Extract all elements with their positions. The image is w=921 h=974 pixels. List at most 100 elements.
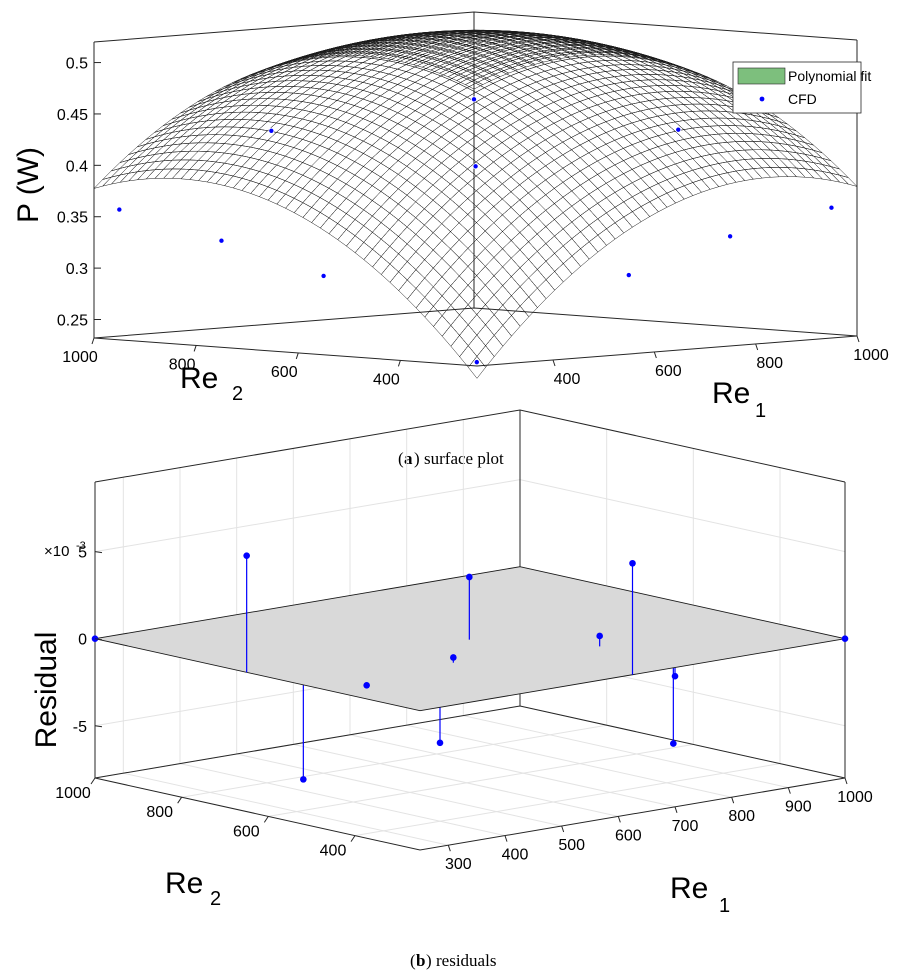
surface-mesh-cell [518, 94, 538, 105]
surface-mesh-cell [433, 276, 452, 297]
surface-mesh-cell [380, 168, 399, 184]
surface-mesh-cell [621, 69, 641, 76]
residual-z-tick-mark [94, 551, 103, 554]
surface-mesh-cell [466, 82, 485, 93]
residual-re2-tick-mark [350, 835, 356, 842]
surface-mesh-cell [465, 32, 484, 36]
surface-mesh-cell [224, 164, 243, 177]
surface-mesh-cell [553, 154, 572, 169]
surface-mesh-cell [535, 78, 555, 88]
surface-mesh-cell [553, 118, 572, 131]
surface-mesh-cell [571, 170, 590, 186]
surface-mesh-cell [441, 198, 460, 216]
surface-mesh-cell [657, 105, 676, 115]
surface-mesh-cell [447, 64, 467, 73]
surface-mesh-cell [718, 161, 737, 174]
surface-mesh-cell [449, 112, 468, 125]
surface-mesh-cell [328, 178, 347, 194]
surface-mesh-cell [292, 86, 312, 95]
surface-re1-tick-label: 400 [554, 371, 581, 388]
surface-mesh-cell [318, 70, 338, 77]
surface-mesh-cell [223, 153, 243, 166]
surface-mesh-cell [440, 118, 460, 131]
surface-mesh-cell [432, 207, 451, 225]
surface-mesh-cell [528, 217, 547, 235]
surface-mesh-cell [163, 168, 182, 179]
surface-mesh-cell [562, 125, 581, 138]
surface-mesh-cell [483, 83, 503, 93]
surface-mesh-cell [388, 92, 407, 103]
surface-mesh-cell [545, 203, 564, 220]
surface-mesh-cell [163, 120, 181, 130]
surface-mesh-cell [528, 250, 547, 270]
surface-mesh-cell [363, 171, 382, 186]
surface-mesh-cell [536, 194, 555, 211]
surface-mesh-cell [571, 184, 590, 201]
surface-mesh-cell [456, 68, 475, 77]
surface-mesh-cell [562, 137, 581, 151]
surface-mesh-cell [232, 177, 252, 191]
residual-re1-tick-mark [844, 777, 848, 785]
polynomial-fit-surface [93, 29, 858, 379]
surface-mesh-cell [441, 304, 460, 326]
surface-mesh-cell [485, 275, 504, 296]
surface-mesh-cell [258, 112, 277, 122]
surface-mesh-cell [215, 152, 234, 164]
surface-mesh-cell [752, 141, 772, 151]
surface-mesh-cell [407, 288, 426, 309]
surface-mesh-cell [527, 73, 546, 83]
surface-mesh-cell [838, 174, 858, 187]
surface-mesh-cell [787, 127, 805, 139]
surface-mesh-cell [415, 208, 434, 226]
surface-mesh-cell [544, 101, 564, 113]
surface-mesh-cell [519, 177, 538, 194]
surface-mesh-cell [345, 125, 364, 138]
surface-mesh-cell [231, 104, 251, 113]
surface-re2-tick-label: 1000 [62, 349, 98, 366]
surface-mesh-cell [648, 91, 667, 100]
surface-mesh-cell [371, 176, 390, 192]
surface-mesh-cell [362, 122, 382, 134]
surface-mesh-cell [423, 80, 442, 90]
surface-mesh-cell [795, 134, 814, 146]
surface-mesh-cell [283, 80, 303, 87]
surface-mesh-cell [467, 334, 486, 357]
surface-mesh-cell [613, 64, 633, 71]
legend-patch-swatch [737, 67, 786, 85]
surface-mesh-cell [700, 110, 720, 119]
surface-mesh-cell [665, 91, 685, 99]
surface-mesh-cell [493, 231, 512, 250]
surface-mesh-cell [466, 112, 486, 125]
surface-mesh-cell [309, 65, 329, 71]
surface-mesh-cell [492, 87, 511, 98]
surface-mesh-cell [145, 168, 165, 180]
surface-mesh-cell [362, 145, 382, 159]
residual-point [629, 559, 636, 567]
surface-mesh-cell [232, 145, 251, 157]
surface-mesh-cell [240, 105, 260, 113]
surface-mesh-cell [467, 275, 486, 296]
surface-mesh-cell [389, 253, 408, 273]
residual-re2-label-sub: 2 [210, 888, 221, 910]
surface-mesh-cell [544, 92, 564, 103]
surface-mesh-cell [473, 61, 493, 69]
surface-plot-panel: 0.25 0.3 0.35 0.4 0.45 0.5 400 600 800 1000 400 600… [12, 11, 889, 468]
surface-mesh-cell [501, 83, 520, 94]
surface-mesh-cell [493, 324, 512, 347]
surface-mesh-cell [406, 217, 425, 235]
surface-mesh-cell [510, 98, 529, 110]
surface-mesh-cell [345, 136, 364, 150]
surface-mesh-cell [484, 257, 503, 277]
surface-mesh-cell [372, 238, 391, 257]
surface-mesh-cell [302, 207, 321, 223]
surface-mesh-cell [492, 107, 512, 119]
surface-mesh-cell [441, 183, 460, 200]
surface-mesh-cell [232, 155, 251, 167]
surface-mesh-cell [682, 97, 702, 105]
caption-a-label: a [404, 449, 413, 468]
surface-mesh-cell [284, 86, 303, 94]
surface-mesh-cell [441, 231, 460, 250]
surface-mesh-cell [337, 229, 356, 247]
surface-mesh-cell [614, 160, 633, 174]
residual-exponent-power: -3 [76, 540, 86, 552]
